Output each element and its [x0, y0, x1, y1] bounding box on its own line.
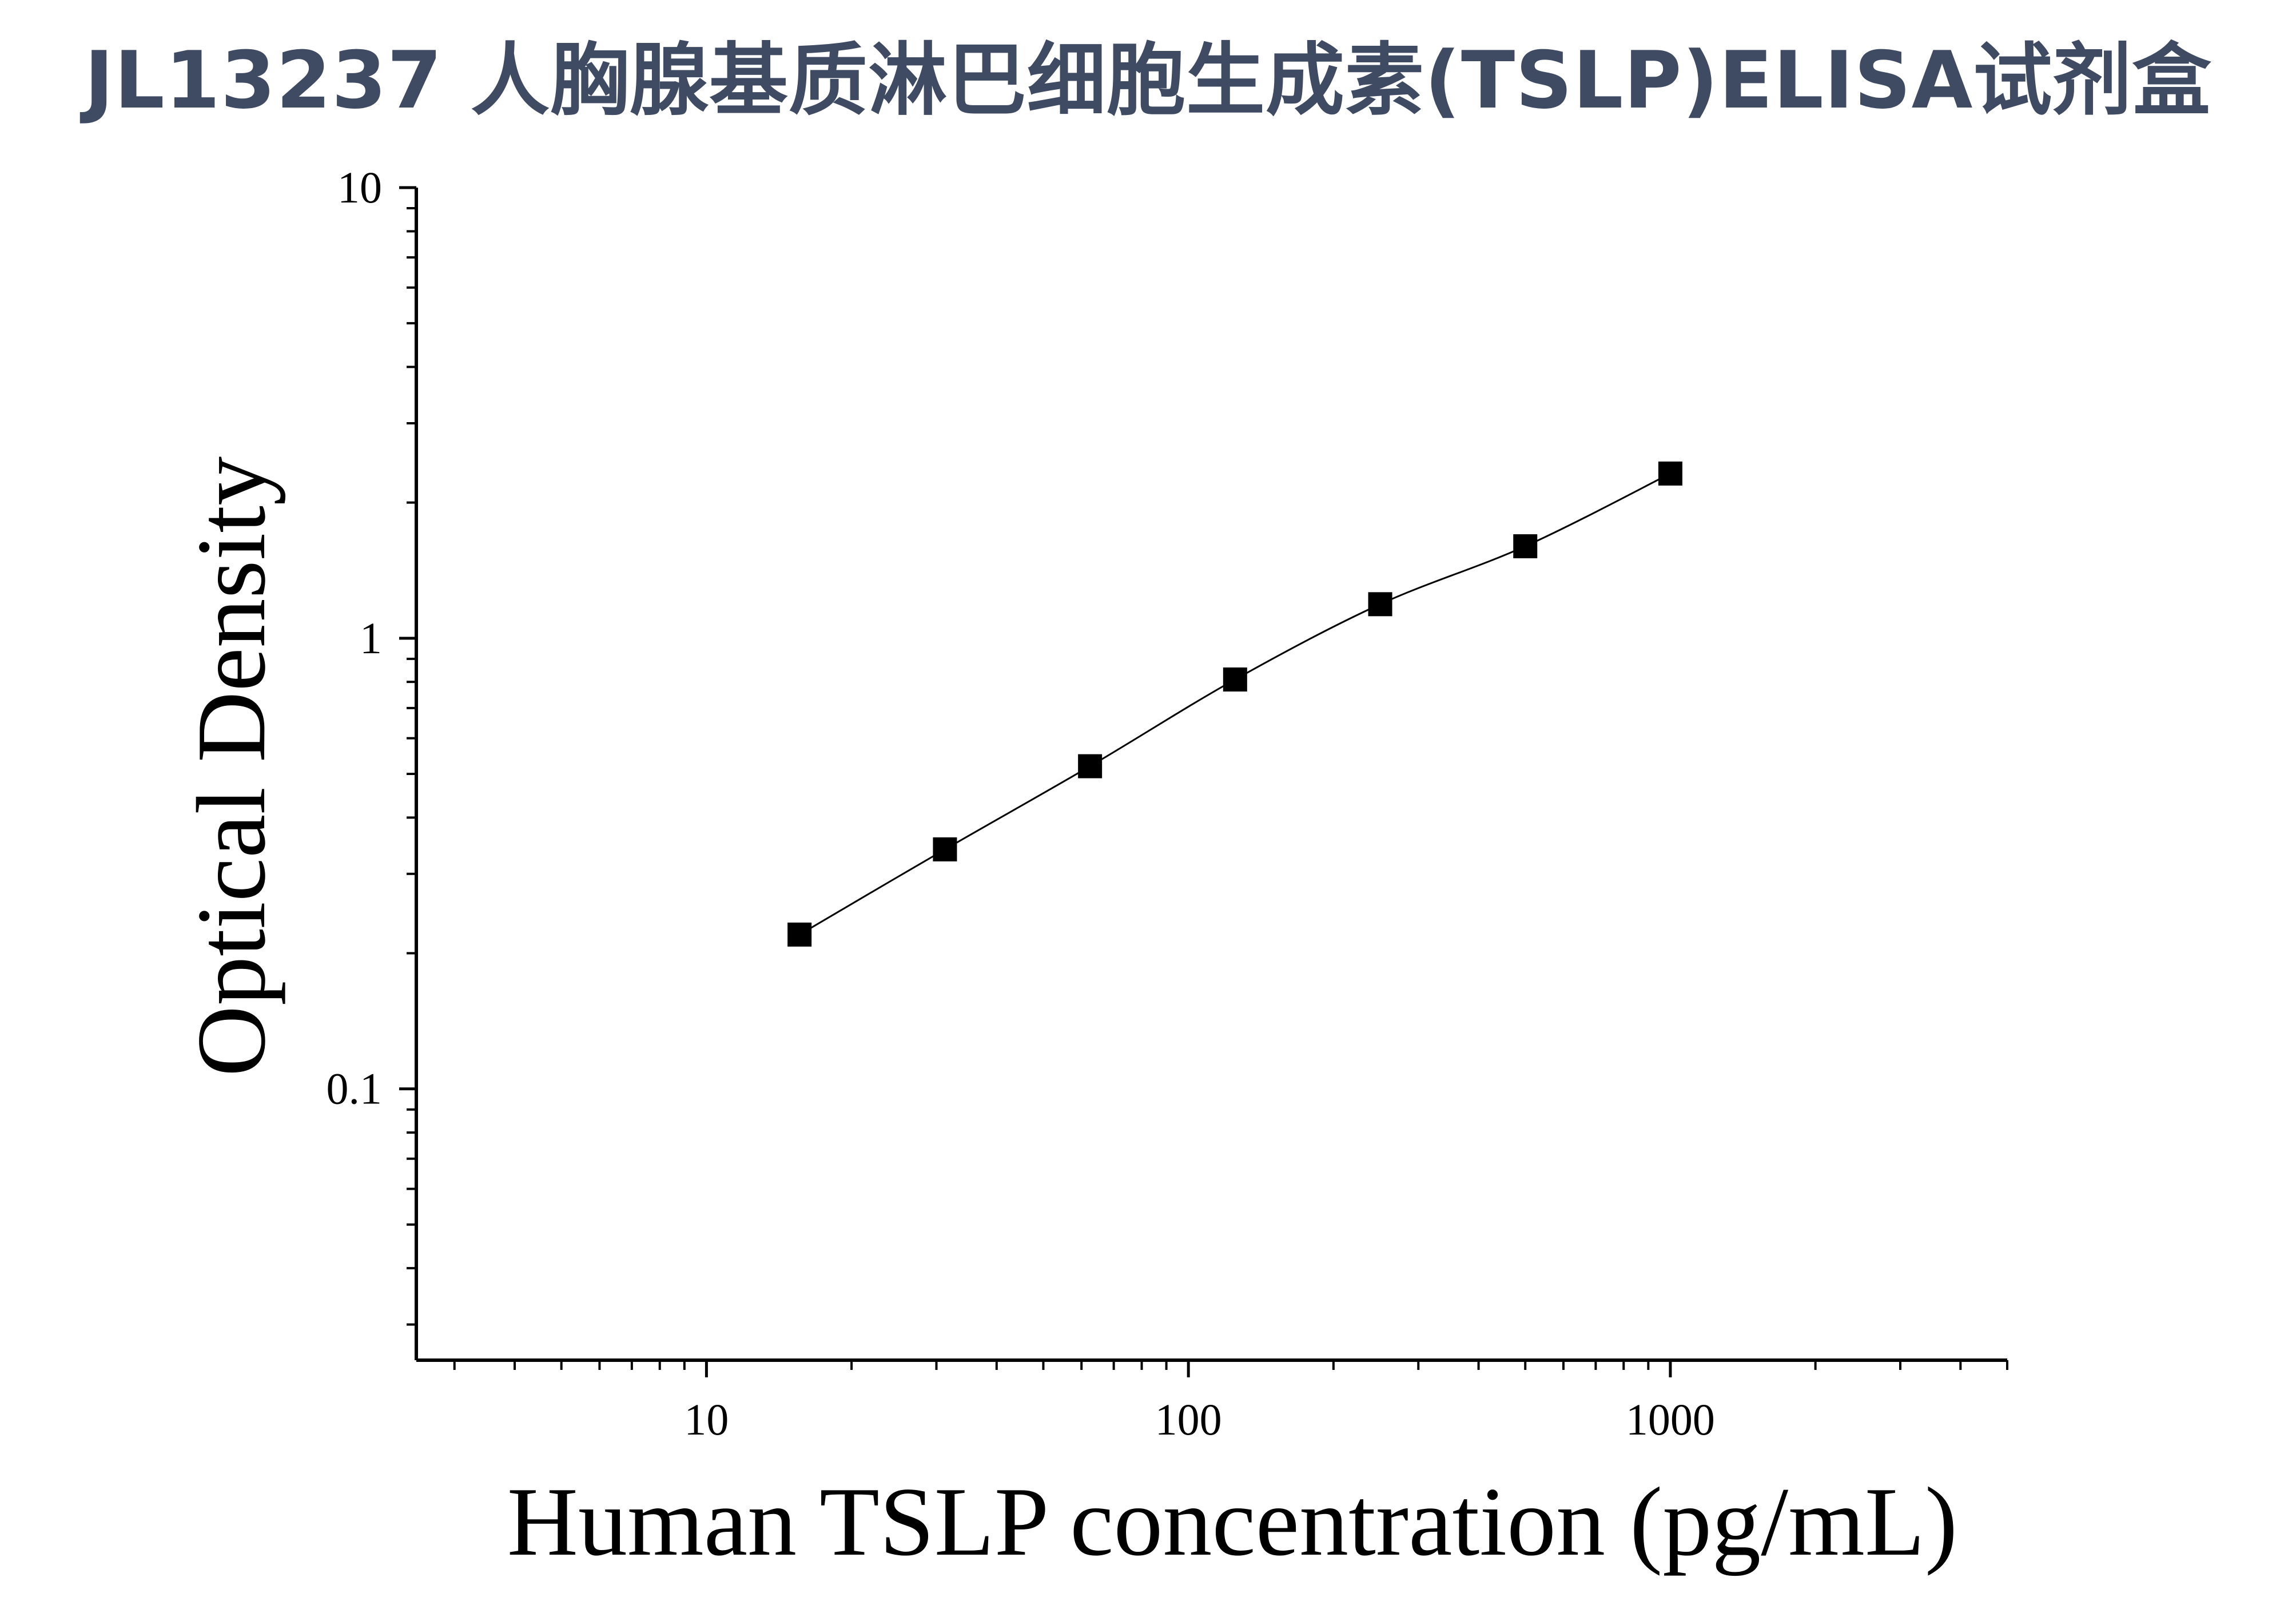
- data-point: [1078, 754, 1103, 778]
- data-point: [933, 837, 957, 861]
- axes: [415, 188, 2007, 1362]
- y-tick-label: 1: [360, 613, 382, 663]
- y-tick-label: 0.1: [327, 1064, 383, 1114]
- x-tick-label: 1000: [1626, 1395, 1715, 1444]
- data-points: [787, 461, 1682, 947]
- x-axis-title: Human TSLP concentration (pg/mL): [507, 1468, 1958, 1576]
- x-tick-label: 100: [1155, 1395, 1222, 1444]
- fit-curve-layer: [799, 472, 1671, 936]
- tick-labels: 10 100 1000 0.1 1 10: [327, 162, 1715, 1444]
- fit-curve: [799, 472, 1671, 936]
- y-axis-title: Optical Density: [177, 456, 286, 1076]
- data-point: [1223, 667, 1247, 692]
- data-point: [1513, 534, 1538, 559]
- chart-title: JL13237 人胸腺基质淋巴细胞生成素(TSLP)ELISA试剂盒: [84, 34, 2212, 126]
- data-point: [1658, 461, 1682, 486]
- data-point: [787, 922, 812, 947]
- x-tick-label: 10: [684, 1395, 729, 1444]
- data-point: [1368, 592, 1392, 617]
- y-tick-label: 10: [337, 162, 382, 212]
- ticks: [399, 186, 2008, 1377]
